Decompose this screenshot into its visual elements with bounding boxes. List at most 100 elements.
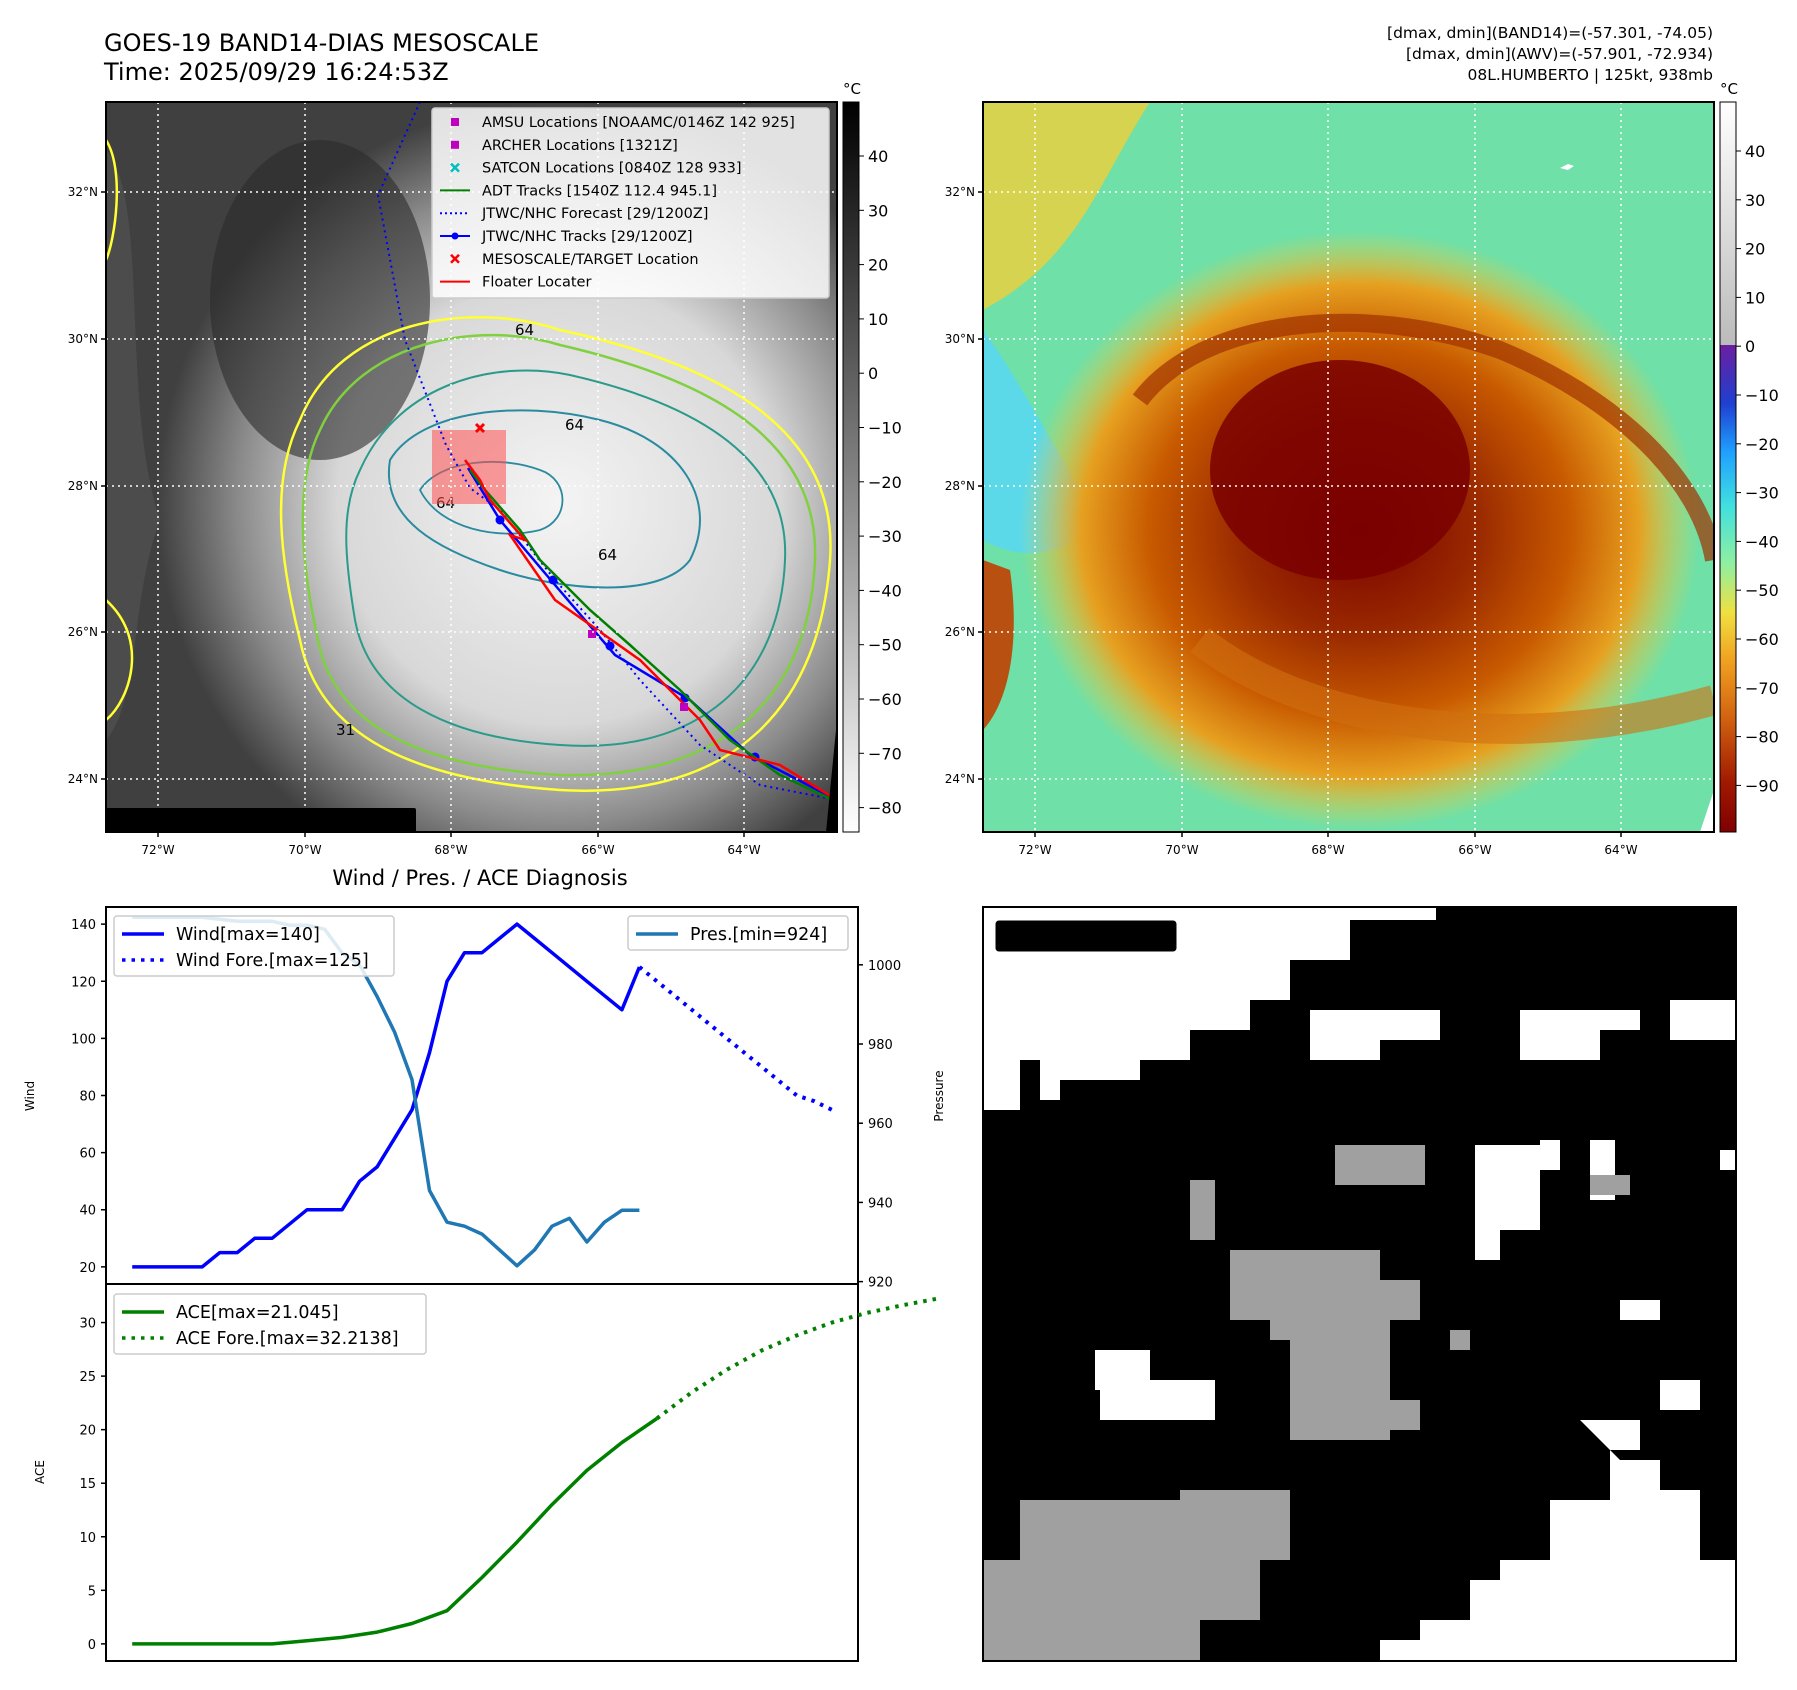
series-line [638,965,833,1112]
lat-tick-label: 26°N [945,625,975,639]
y-tick-label: 5 [88,1584,96,1599]
ir-dry-area [210,140,430,460]
wv-map-panel [982,101,1715,833]
lon-tick-label: 66°W [581,843,614,857]
colorbar-tick-label: −20 [1745,435,1779,454]
y-right-tick-label: 1000 [868,959,901,974]
y-tick-label: 30 [79,1317,96,1332]
colorbar-tick-label: 20 [1745,240,1765,259]
lat-tick-label: 30°N [68,332,98,346]
wv-storm-core [1210,360,1470,580]
lat-tick-label: 32°N [68,185,98,199]
bw-colorbar-strip [842,101,860,833]
colorbar-tick-label: −80 [1745,728,1779,747]
legend-label: MESOSCALE/TARGET Location [482,252,699,268]
legend-box [431,107,830,299]
ir-map-ticks: 32°N 30°N 28°N 26°N 24°N 72°W 70°W 68°W 66°W 64°W [68,185,761,857]
wmg-badge [994,919,1178,953]
colorbar-tick-label: −10 [1745,386,1779,405]
amsu-marker [680,703,688,711]
colorbar-tick-label: −60 [868,690,902,709]
lat-tick-label: 28°N [68,479,98,493]
colorbar-tick-label: −50 [868,636,902,655]
lon-tick-label: 68°W [434,843,467,857]
series-line [655,1296,938,1421]
legend-label: ADT Tracks [1540Z 112.4 945.1] [482,183,717,199]
wv-cloud-speck [1560,164,1574,170]
wv-spiral-band [1132,313,1714,562]
colorbar-tick-label: −40 [1745,532,1779,551]
legend-label: JTWC/NHC Tracks [29/1200Z] [481,229,693,245]
archer-marker [588,630,596,638]
lat-tick-label: 24°N [945,772,975,786]
y-tick-label: 60 [79,1147,96,1162]
color-colorbar: °C 40 30 20 10 0 −10 −20 −30 −40 −50 −60 −70 −80 −90 [1719,80,1779,833]
color-colorbar-upper [1720,102,1736,345]
y-right-tick-label: 960 [868,1117,893,1132]
chart-legend: ACE[max=21.045] ACE Fore.[max=32.2138] [113,1293,427,1355]
colorbar-tick-label: −80 [868,799,902,818]
y-tick-label: 20 [79,1261,96,1276]
y-tick-label: 40 [79,1204,96,1219]
y-tick-label: 140 [71,918,96,933]
lat-tick-label: 30°N [945,332,975,346]
wv-map-ticks: 32°N 30°N 28°N 26°N 24°N 72°W 70°W 68°W 66°W 64°W [945,185,1638,857]
y-tick-label: 15 [79,1477,96,1492]
bw-colorbar-unit: °C [843,80,861,98]
info-awv: [dmax, dmin](AWV)=(-57.901, -72.934) [1406,45,1713,63]
chart-legend-label: ACE[max=21.045] [176,1303,339,1323]
ace-chart: 0 5 10 15 20 25 30 ACE[max=21.045] ACE Fore.[max… [33,1283,938,1662]
lon-tick-label: 70°W [1165,843,1198,857]
colorbar-tick-label: 10 [868,310,888,329]
series-line [132,1417,658,1646]
colorbar-tick-label: 0 [1745,337,1755,356]
color-colorbar-lower [1720,345,1736,832]
colorbar-tick-label: −20 [868,473,902,492]
info-band14: [dmax, dmin](BAND14)=(-57.301, -74.05) [1387,24,1713,42]
chart-legend-label: Pres.[min=924] [690,925,827,945]
colorbar-tick-label: −30 [868,527,902,546]
wv-gridlines [983,102,1714,832]
contour-label: 64 [565,416,584,434]
figure-time: Time: 2025/09/29 16:24:53Z [103,58,449,86]
legend-label: JTWC/NHC Forecast [29/1200Z] [481,206,708,222]
wmg-panel: WMG Count: 0 [982,906,1737,1662]
colorbar-tick-label: −50 [1745,581,1779,600]
colorbar-tick-label: 30 [868,201,888,220]
chart-legend-box [113,1293,427,1355]
forecast-track [376,102,837,801]
ir-west-cloud [106,150,160,740]
series-line [132,922,642,1269]
diagnosis-title: Wind / Pres. / ACE Diagnosis [332,866,627,890]
wv-west-band [983,560,1014,730]
ir-map-frame [105,101,838,833]
legend-marker [451,140,459,149]
wind-pressure-chart: 20 40 60 80 100 120 140 920 940 960 980 1000 Wind[ma… [23,906,946,1291]
colorbar-tick-label: −90 [1745,776,1779,795]
y-tick-label: 120 [71,975,96,990]
y-right-tick-label: 940 [868,1196,893,1211]
lon-tick-label: 66°W [1458,843,1491,857]
colorbar-tick-label: −30 [1745,484,1779,503]
chart-legend-label: Wind Fore.[max=125] [176,951,369,971]
colorbar-tick-label: 10 [1745,288,1765,307]
chart-legend-box [113,915,395,977]
colorbar-tick-label: 30 [1745,191,1765,210]
legend-marker [450,253,460,264]
lon-tick-label: 68°W [1311,843,1344,857]
colorbar-tick-label: −70 [1745,679,1779,698]
pressure-axis-label: Pressure [932,1070,946,1121]
y-tick-label: 10 [79,1531,96,1546]
colorbar-tick-label: 20 [868,256,888,275]
colorbar-tick-label: −10 [868,419,902,438]
floater-track [464,459,837,802]
colorbar-tick-label: 40 [868,147,888,166]
lat-tick-label: 24°N [68,772,98,786]
lon-tick-label: 64°W [727,843,760,857]
copyright-text: Copyright © 2020-2025 Dapiya [110,811,389,830]
target-marker [474,422,486,434]
lat-tick-label: 26°N [68,625,98,639]
y-tick-label: 25 [79,1370,96,1385]
lat-tick-label: 32°N [945,185,975,199]
